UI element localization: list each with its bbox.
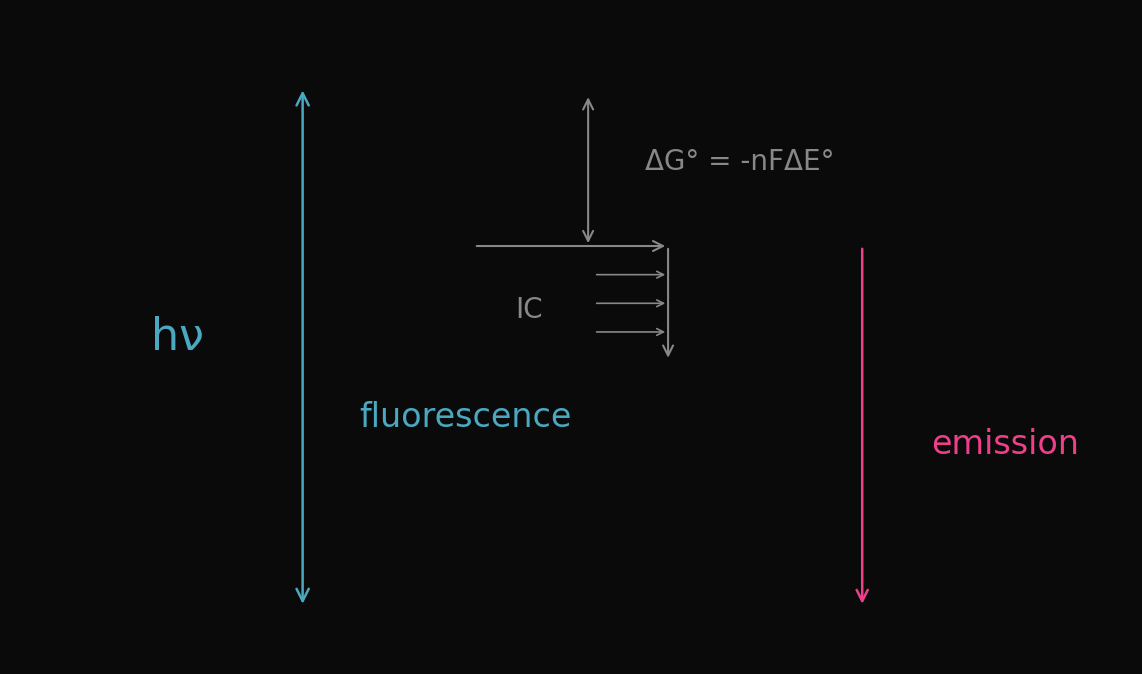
Text: hν: hν — [151, 315, 203, 359]
Text: fluorescence: fluorescence — [360, 402, 572, 434]
Text: IC: IC — [515, 296, 542, 324]
Text: emission: emission — [931, 429, 1079, 461]
Text: ΔG° = -nFΔE°: ΔG° = -nFΔE° — [645, 148, 835, 176]
